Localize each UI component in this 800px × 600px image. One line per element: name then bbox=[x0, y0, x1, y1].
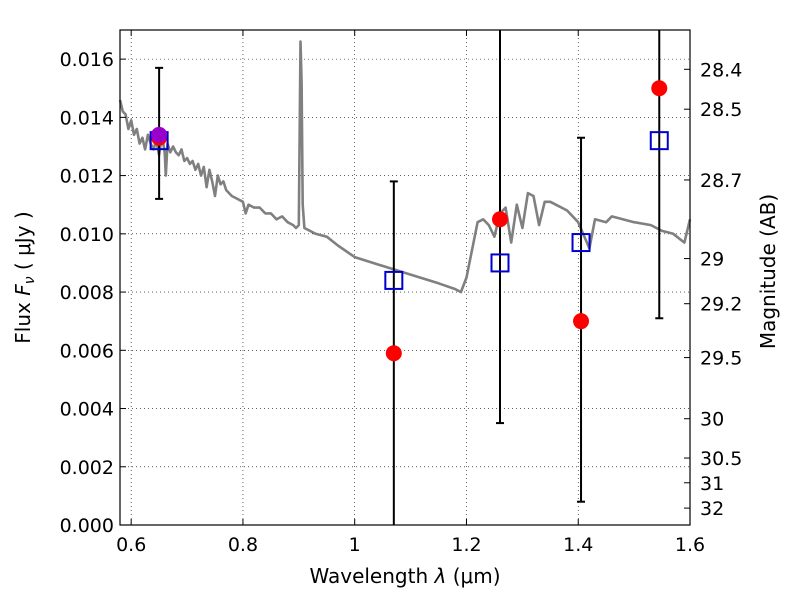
red-circle-point bbox=[492, 211, 508, 228]
y-tick-label: 0.000 bbox=[60, 515, 114, 537]
y2-tick-label: 32 bbox=[700, 498, 724, 520]
y-tick-label: 0.006 bbox=[60, 340, 114, 362]
y-tick-label: 0.002 bbox=[60, 457, 114, 479]
y2-tick-label: 29 bbox=[700, 249, 724, 271]
red-circle-point bbox=[385, 345, 402, 362]
x-axis-label: Wavelength λ (μm) bbox=[309, 564, 500, 588]
y2-tick-label: 28.7 bbox=[700, 170, 742, 192]
x-tick-label: 1.4 bbox=[563, 534, 593, 556]
error-bars bbox=[155, 30, 664, 525]
data-points bbox=[149, 80, 669, 362]
model-spectrum-line bbox=[118, 40, 692, 294]
y-tick-label: 0.004 bbox=[60, 399, 114, 421]
purple-circle-point bbox=[151, 126, 168, 143]
y2-tick-label: 28.4 bbox=[700, 59, 742, 81]
grid-lines bbox=[120, 30, 691, 526]
red-circle-point bbox=[573, 313, 590, 330]
plot-frame bbox=[119, 29, 691, 526]
red-circle-point bbox=[651, 80, 668, 97]
y-tick-label: 0.008 bbox=[60, 282, 114, 304]
y-tick-label: 0.010 bbox=[60, 224, 114, 246]
x-tick-label: 1 bbox=[349, 534, 361, 556]
y2-tick-label: 30.5 bbox=[700, 448, 742, 470]
blue-square-point bbox=[490, 253, 510, 273]
x-tick-label: 0.6 bbox=[116, 534, 146, 556]
y2-tick-label: 31 bbox=[700, 473, 724, 495]
y2-tick-label: 28.5 bbox=[700, 99, 742, 121]
y2-tick-label: 29.5 bbox=[700, 348, 742, 370]
blue-square-point bbox=[649, 131, 669, 151]
x-tick-label: 0.8 bbox=[228, 534, 258, 556]
blue-square-point bbox=[571, 233, 591, 253]
y-axis-label: Flux Fν ( μJy ) bbox=[11, 211, 38, 343]
y-tick-label: 0.012 bbox=[60, 166, 114, 188]
model-spectrum bbox=[118, 40, 692, 294]
y2-tick-label: 29.2 bbox=[700, 294, 742, 316]
x-tick-label: 1.2 bbox=[451, 534, 481, 556]
y2-axis-label: Magnitude (AB) bbox=[756, 194, 780, 349]
axis-ticks: 0.6 0.8 1 1.2 1.4 1.6 0.000 0.002 0.004 0.006 0.00… bbox=[60, 30, 742, 556]
x-tick-label: 1.6 bbox=[675, 534, 705, 556]
y-tick-label: 0.016 bbox=[60, 49, 114, 71]
blue-square-point bbox=[384, 270, 404, 290]
y-tick-label: 0.014 bbox=[60, 107, 114, 129]
y2-tick-label: 30 bbox=[700, 409, 724, 431]
